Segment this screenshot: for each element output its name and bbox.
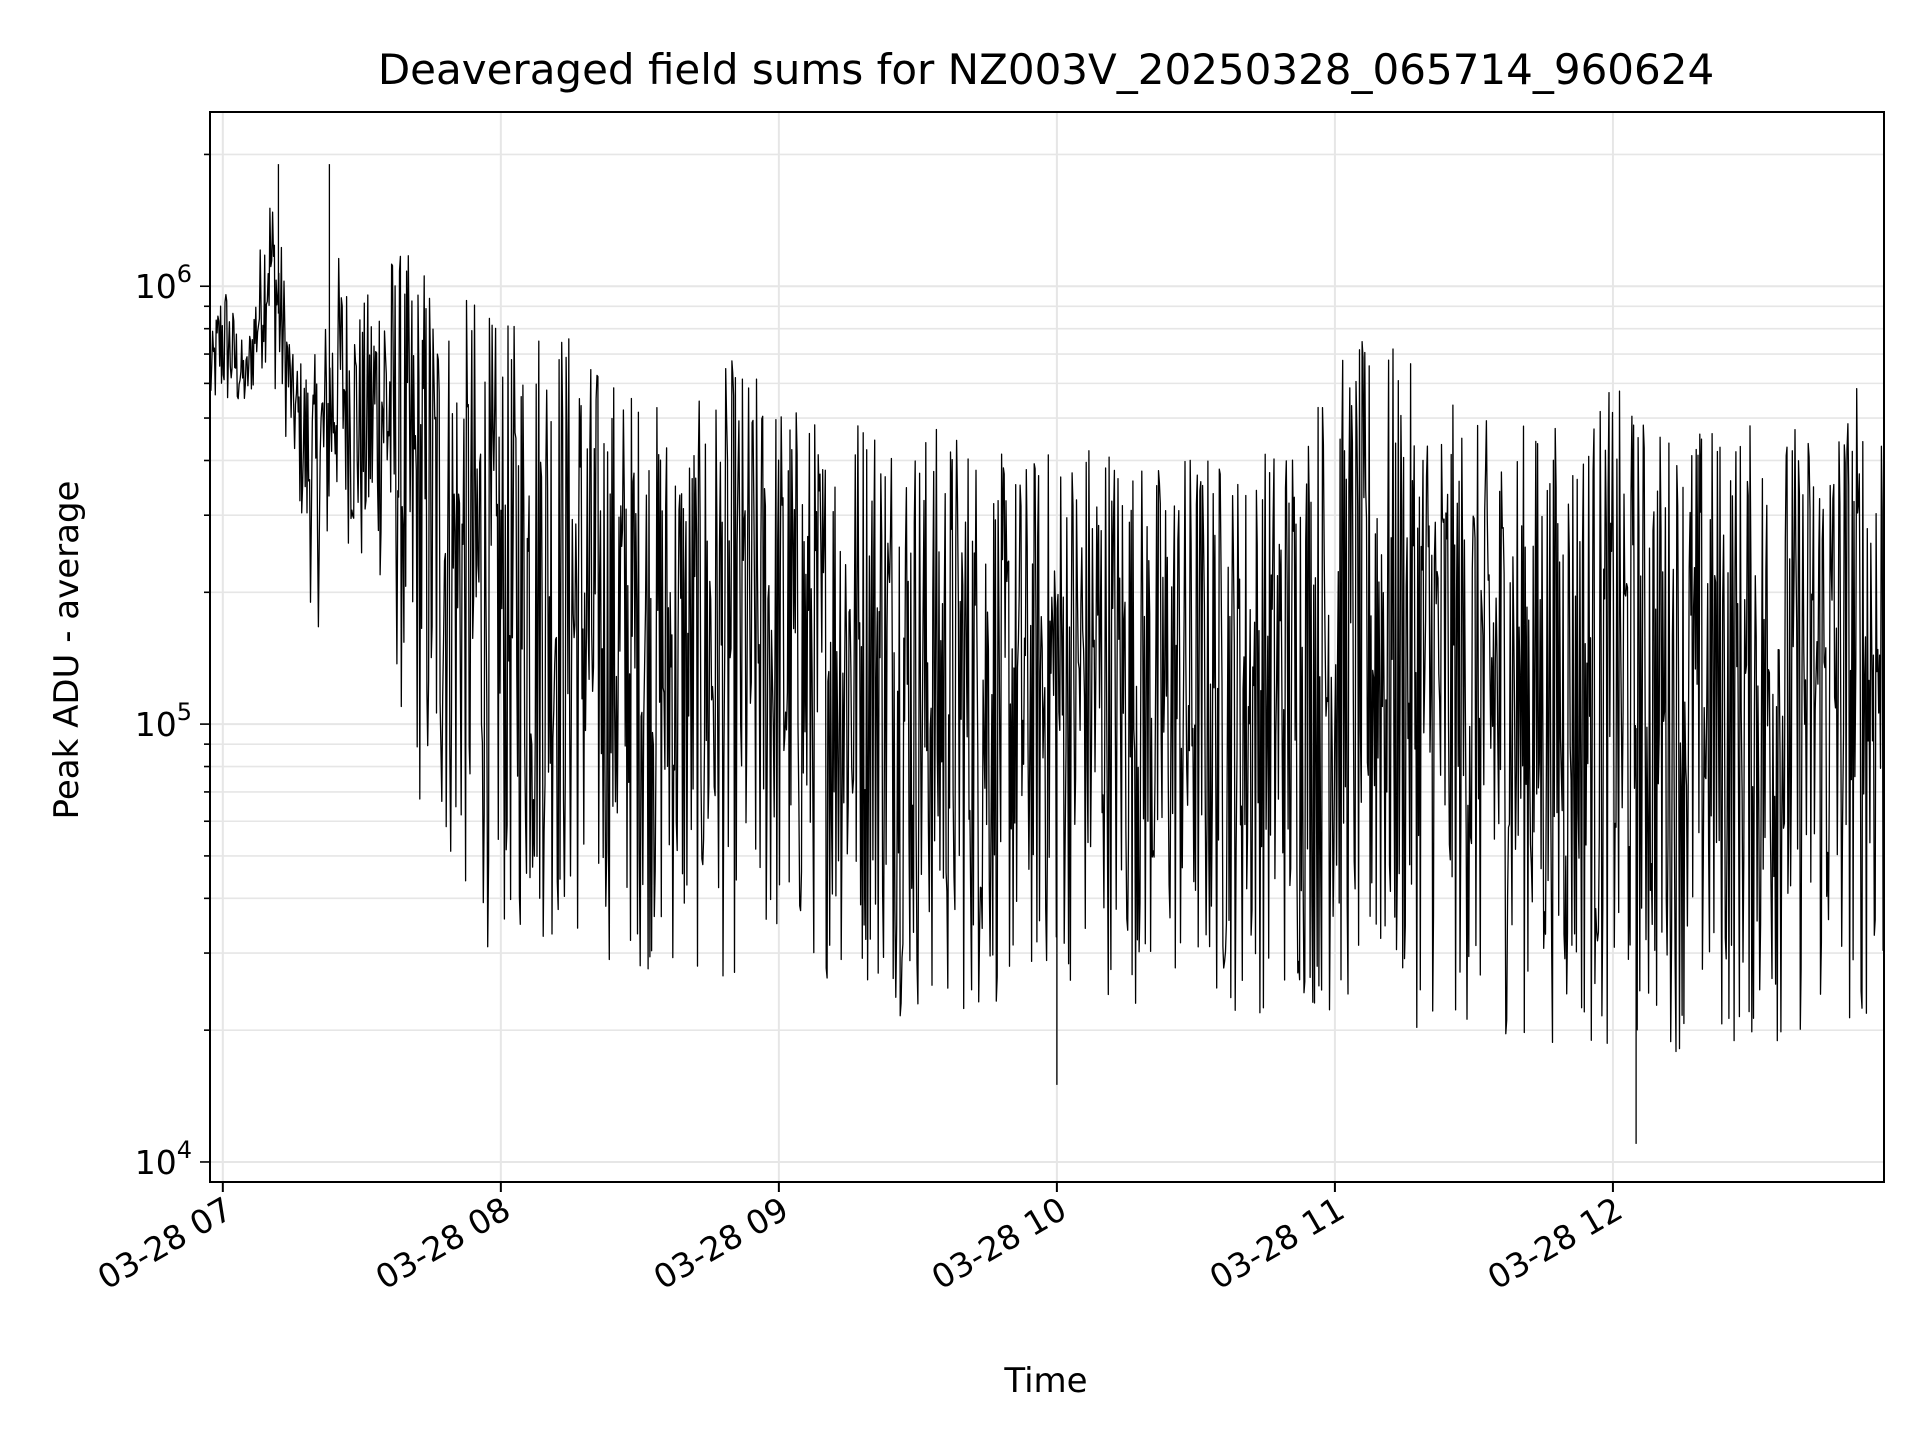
series-line: [209, 207, 1885, 1053]
y-tick-label: 106: [135, 260, 192, 306]
y-tick-label: 104: [135, 1136, 192, 1182]
y-axis-label: Peak ADU - average: [47, 481, 87, 820]
plot-frame: [209, 111, 1885, 1183]
series-layer: [209, 164, 1885, 1144]
x-axis-label: Time: [1003, 1361, 1087, 1401]
chart-title: Deaveraged field sums for NZ003V_2025032…: [378, 45, 1714, 94]
y-tick-label: 105: [135, 698, 192, 744]
